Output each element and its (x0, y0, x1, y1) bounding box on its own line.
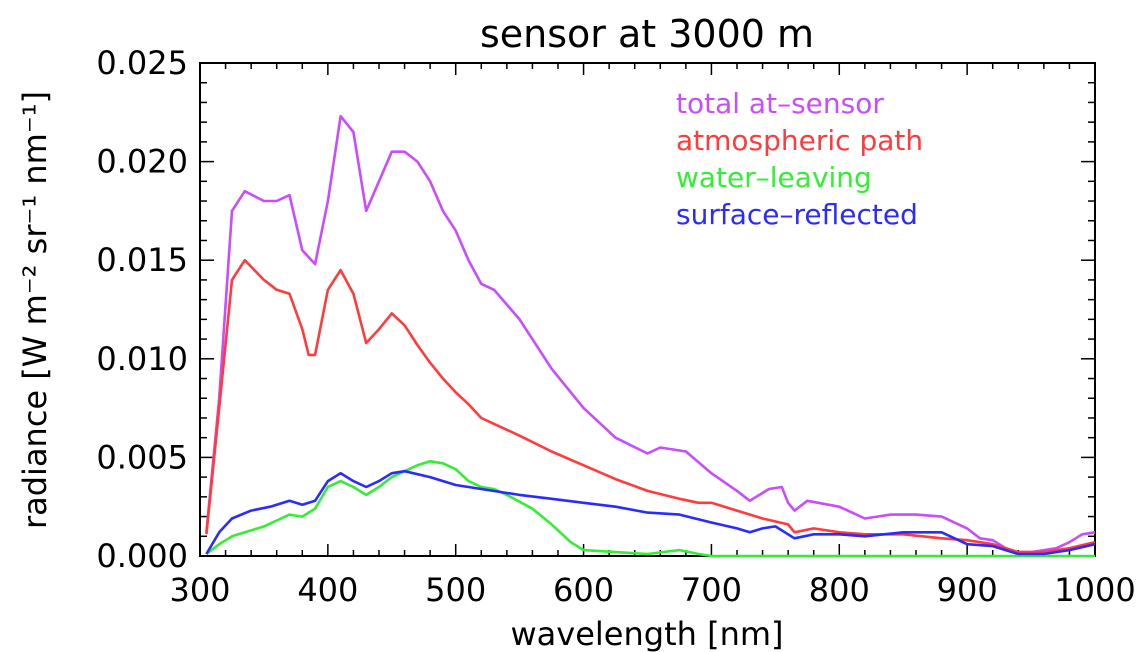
x-tick-label: 700 (681, 571, 742, 609)
series-line-3 (205, 469, 1096, 556)
y-tick-label: 0.000 (96, 537, 188, 575)
plot-frame (199, 62, 1096, 557)
legend: total at–sensor atmospheric path water–lea… (676, 87, 923, 231)
legend-entry-0: total at–sensor (676, 87, 884, 120)
y-tick-label: 0.020 (96, 143, 188, 181)
legend-entry-1: atmospheric path (676, 124, 923, 157)
y-tick-label: 0.015 (96, 241, 188, 279)
x-tick-label: 900 (937, 571, 998, 609)
x-axis-label: wavelength [nm] (511, 615, 784, 652)
series-line-1 (205, 258, 1096, 554)
series-line-0 (205, 114, 1096, 554)
x-tick-label: 400 (297, 571, 358, 609)
y-tick-label: 0.010 (96, 340, 188, 378)
y-ticks: 0.000 0.005 0.010 0.015 0.020 0.025 (96, 44, 1095, 575)
x-tick-label: 600 (553, 571, 614, 609)
chart-title: sensor at 3000 m (480, 12, 814, 56)
legend-entry-3: surface–reflected (676, 198, 918, 231)
series-line-2 (205, 460, 1095, 558)
legend-entry-2: water–leaving (676, 161, 872, 194)
y-tick-label: 0.005 (96, 438, 188, 476)
plot-area (199, 62, 1096, 557)
y-tick-label: 0.025 (96, 44, 188, 82)
x-tick-label: 300 (169, 571, 230, 609)
series-lines (205, 114, 1096, 558)
x-tick-label: 500 (425, 571, 486, 609)
x-tick-label: 1000 (1054, 571, 1135, 609)
x-tick-label: 800 (809, 571, 870, 609)
x-ticks: 300 400 500 600 700 800 900 1000 (169, 63, 1136, 609)
y-axis-label: radiance [W m⁻² sr⁻¹ nm⁻¹] (16, 91, 54, 529)
